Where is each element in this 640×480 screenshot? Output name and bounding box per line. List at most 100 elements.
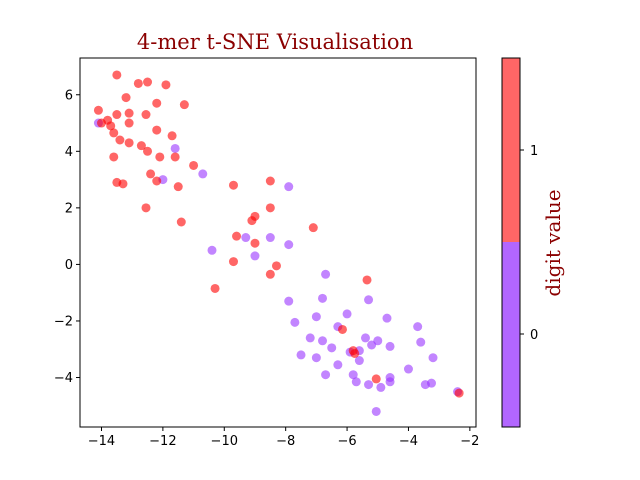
data-point-1-14 <box>124 118 134 128</box>
data-point-0-8 <box>250 251 260 261</box>
data-point-0-12 <box>318 293 328 303</box>
data-point-1-6 <box>179 100 189 110</box>
data-point-0-4 <box>284 182 294 192</box>
data-point-1-45 <box>362 275 372 285</box>
data-point-1-15 <box>152 125 162 135</box>
data-point-1-36 <box>247 216 257 226</box>
data-point-0-27 <box>311 353 321 363</box>
data-point-1-34 <box>265 203 275 213</box>
data-point-1-41 <box>228 257 238 267</box>
y-tick-label: 0 <box>65 258 73 273</box>
x-tick-label: −4 <box>399 434 418 449</box>
x-tick-label: −6 <box>337 434 356 449</box>
data-point-0-29 <box>354 356 364 366</box>
data-point-0-32 <box>348 370 358 380</box>
data-point-0-14 <box>290 317 300 327</box>
data-point-0-33 <box>321 370 331 380</box>
data-point-0-15 <box>311 312 321 322</box>
colorbar-label: digit value <box>541 189 565 296</box>
data-point-1-10 <box>141 110 151 120</box>
data-point-1-18 <box>115 135 125 145</box>
x-axis: −14 −12 −10 −8 −6 −4 −2 <box>88 427 479 449</box>
x-tick-label: −2 <box>460 434 479 449</box>
data-point-0-21 <box>360 333 370 343</box>
scatter-points <box>93 70 464 416</box>
colorbar-tick-label-0: 0 <box>530 328 538 343</box>
data-point-1-37 <box>176 217 186 227</box>
data-point-0-37 <box>364 380 374 390</box>
data-point-1-31 <box>228 180 238 190</box>
data-point-1-32 <box>265 176 275 186</box>
data-point-0-19 <box>305 333 315 343</box>
data-point-0-36 <box>351 377 361 387</box>
data-point-1-0 <box>112 70 122 80</box>
data-point-1-4 <box>121 93 131 103</box>
x-tick-label: −12 <box>149 434 176 449</box>
data-point-0-17 <box>382 313 392 323</box>
plot-frame <box>79 57 477 428</box>
data-point-0-16 <box>342 309 352 319</box>
data-point-0-31 <box>403 364 413 374</box>
data-point-1-19 <box>124 138 134 148</box>
data-point-1-24 <box>170 152 180 162</box>
data-point-1-16 <box>109 128 119 138</box>
data-point-1-13 <box>106 121 116 131</box>
data-point-1-21 <box>143 146 153 156</box>
data-point-1-25 <box>189 160 199 170</box>
data-point-0-23 <box>367 340 377 350</box>
data-point-1-48 <box>350 348 360 358</box>
data-point-1-17 <box>167 131 177 141</box>
data-point-1-42 <box>271 261 281 271</box>
data-point-0-9 <box>284 240 294 250</box>
data-point-0-11 <box>364 295 374 305</box>
data-point-0-35 <box>385 377 395 387</box>
data-point-1-50 <box>454 388 464 398</box>
y-tick-label: −4 <box>54 371 73 386</box>
data-point-0-13 <box>284 296 294 306</box>
data-point-1-5 <box>152 98 162 108</box>
data-point-0-38 <box>376 382 386 392</box>
data-point-1-49 <box>371 374 381 384</box>
x-tick-label: −10 <box>211 434 238 449</box>
data-point-1-27 <box>152 176 162 186</box>
y-tick-label: 4 <box>65 145 73 160</box>
colorbar-tick-label-1: 1 <box>530 144 538 159</box>
data-point-1-39 <box>232 231 242 241</box>
colorbar-segment-1 <box>502 58 520 242</box>
y-tick-label: 2 <box>65 201 73 216</box>
data-point-0-30 <box>333 360 343 370</box>
data-point-0-20 <box>318 336 328 346</box>
data-point-1-38 <box>308 223 318 233</box>
data-point-1-20 <box>136 141 146 151</box>
data-point-0-6 <box>265 233 275 243</box>
y-axis: −4 −2 0 2 4 6 <box>54 88 80 386</box>
data-point-1-1 <box>143 77 153 87</box>
data-point-1-2 <box>133 78 143 88</box>
chart-title: 4-mer t-SNE Visualisation <box>137 30 413 54</box>
data-point-1-7 <box>93 105 103 115</box>
data-point-1-12 <box>96 118 106 128</box>
data-point-0-26 <box>296 350 306 360</box>
data-point-1-40 <box>250 238 260 248</box>
data-point-1-46 <box>337 324 347 334</box>
data-point-0-24 <box>385 341 395 351</box>
data-point-1-9 <box>124 108 134 118</box>
colorbar-frame <box>501 57 521 428</box>
data-point-1-8 <box>112 110 122 120</box>
data-point-0-3 <box>198 169 208 179</box>
data-point-0-1 <box>170 143 180 153</box>
data-point-1-43 <box>265 269 275 279</box>
data-point-0-44 <box>371 406 381 416</box>
data-point-1-23 <box>155 152 165 162</box>
y-tick-label: 6 <box>65 88 73 103</box>
colorbar: 1 0 digit value <box>501 57 565 428</box>
data-point-0-41 <box>413 322 423 332</box>
data-point-0-10 <box>321 269 331 279</box>
data-point-0-5 <box>241 233 251 243</box>
data-point-1-44 <box>210 283 220 293</box>
data-point-1-3 <box>161 80 171 90</box>
x-tick-label: −14 <box>88 434 115 449</box>
data-point-1-30 <box>173 182 183 192</box>
y-tick-label: −2 <box>54 314 73 329</box>
